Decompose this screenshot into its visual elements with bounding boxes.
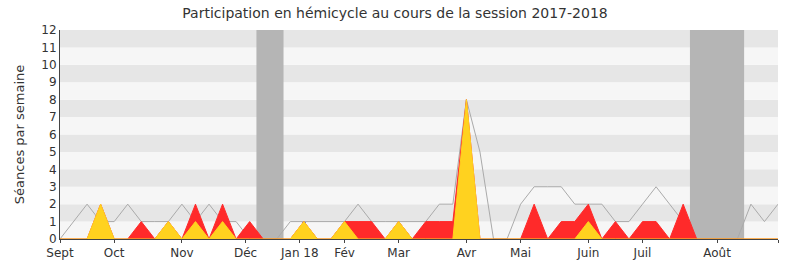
svg-text:5: 5	[49, 145, 57, 159]
svg-text:4: 4	[49, 163, 57, 177]
svg-text:Participation en hémicycle au: Participation en hémicycle au cours de l…	[182, 5, 607, 21]
svg-text:12: 12	[41, 23, 56, 37]
svg-text:3: 3	[49, 180, 57, 194]
svg-text:Oct: Oct	[104, 246, 125, 260]
svg-text:2: 2	[49, 197, 57, 211]
svg-text:0: 0	[49, 232, 57, 246]
svg-text:11: 11	[41, 41, 56, 55]
svg-text:6: 6	[49, 128, 57, 142]
svg-text:Sept: Sept	[46, 246, 74, 260]
svg-text:Juin: Juin	[576, 246, 599, 260]
svg-text:8: 8	[49, 93, 57, 107]
svg-text:Mai: Mai	[510, 246, 531, 260]
svg-text:7: 7	[49, 110, 57, 124]
svg-text:1: 1	[49, 215, 57, 229]
svg-text:Juil: Juil	[633, 246, 652, 260]
svg-text:10: 10	[41, 58, 56, 72]
svg-text:9: 9	[49, 75, 57, 89]
svg-text:Déc: Déc	[234, 246, 257, 260]
svg-text:Fév: Fév	[334, 246, 355, 260]
svg-text:Séances par semaine: Séances par semaine	[12, 65, 27, 204]
svg-text:Août: Août	[703, 246, 731, 260]
svg-text:Avr: Avr	[457, 246, 477, 260]
svg-text:Jan 18: Jan 18	[280, 246, 319, 260]
svg-text:Nov: Nov	[170, 246, 193, 260]
svg-text:Mar: Mar	[387, 246, 410, 260]
